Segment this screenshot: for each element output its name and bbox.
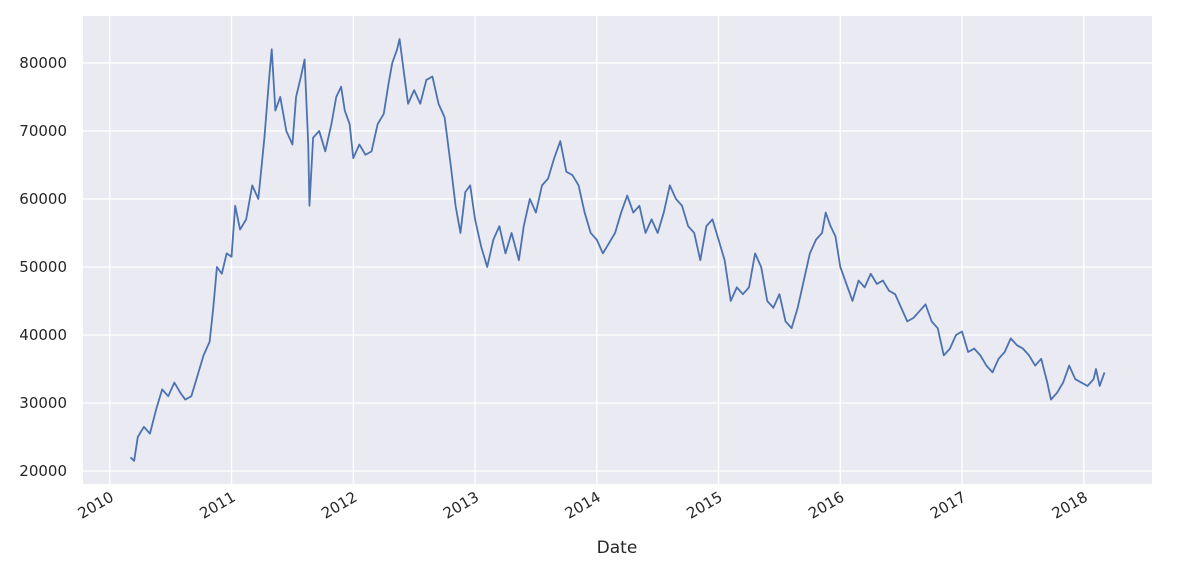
x-tick-label: 2011	[196, 488, 238, 523]
x-axis-label: Date	[597, 538, 638, 558]
data-line	[129, 38, 1106, 462]
y-tick-label: 30000	[19, 394, 67, 412]
y-tick-label: 40000	[19, 326, 67, 344]
y-tick-label: 80000	[19, 54, 67, 72]
plot-area	[83, 16, 1152, 484]
x-tick-label: 2010	[75, 488, 117, 523]
x-tick-label: 2013	[440, 488, 482, 523]
x-tick-label: 2012	[318, 488, 360, 523]
y-tick-label: 70000	[19, 122, 67, 140]
x-tick-label: 2016	[805, 488, 847, 523]
x-tick-label: 2018	[1049, 488, 1091, 523]
x-tick-label: 2015	[683, 488, 725, 523]
y-tick-label: 60000	[19, 190, 67, 208]
y-tick-label: 50000	[19, 258, 67, 276]
x-tick-label: 2017	[927, 488, 969, 523]
x-tick-label: 2014	[562, 488, 604, 523]
y-tick-label: 20000	[19, 462, 67, 480]
